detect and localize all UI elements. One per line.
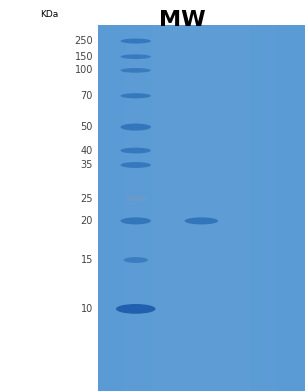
- Bar: [208, 25, 222, 391]
- Text: 70: 70: [81, 91, 93, 101]
- Bar: [139, 25, 153, 391]
- Bar: [291, 25, 305, 391]
- Text: 50: 50: [81, 122, 93, 132]
- Bar: [222, 25, 236, 391]
- Text: 25: 25: [81, 194, 93, 204]
- Bar: [111, 25, 125, 391]
- Ellipse shape: [120, 39, 151, 43]
- Text: 20: 20: [81, 216, 93, 226]
- Bar: [167, 25, 181, 391]
- Text: 15: 15: [81, 255, 93, 265]
- Bar: [98, 25, 111, 391]
- Ellipse shape: [185, 217, 218, 224]
- Text: 10: 10: [81, 304, 93, 314]
- Ellipse shape: [120, 124, 151, 131]
- Text: KDa: KDa: [40, 10, 58, 19]
- Bar: [194, 25, 208, 391]
- Ellipse shape: [120, 54, 151, 59]
- Ellipse shape: [120, 147, 151, 153]
- Ellipse shape: [120, 217, 151, 224]
- Bar: [250, 25, 264, 391]
- Bar: [236, 25, 250, 391]
- Text: 35: 35: [81, 160, 93, 170]
- Text: 250: 250: [74, 36, 93, 46]
- Bar: [153, 25, 167, 391]
- Ellipse shape: [125, 196, 146, 201]
- Bar: [181, 25, 194, 391]
- Text: 150: 150: [74, 52, 93, 62]
- Ellipse shape: [116, 304, 156, 314]
- Ellipse shape: [120, 68, 151, 73]
- Ellipse shape: [124, 257, 148, 263]
- Text: 40: 40: [81, 145, 93, 156]
- Ellipse shape: [120, 93, 151, 98]
- Text: MW: MW: [159, 10, 205, 30]
- Bar: [125, 25, 139, 391]
- Bar: [264, 25, 277, 391]
- Ellipse shape: [120, 162, 151, 168]
- Text: 100: 100: [75, 65, 93, 75]
- Bar: [277, 25, 291, 391]
- Bar: [98, 25, 305, 391]
